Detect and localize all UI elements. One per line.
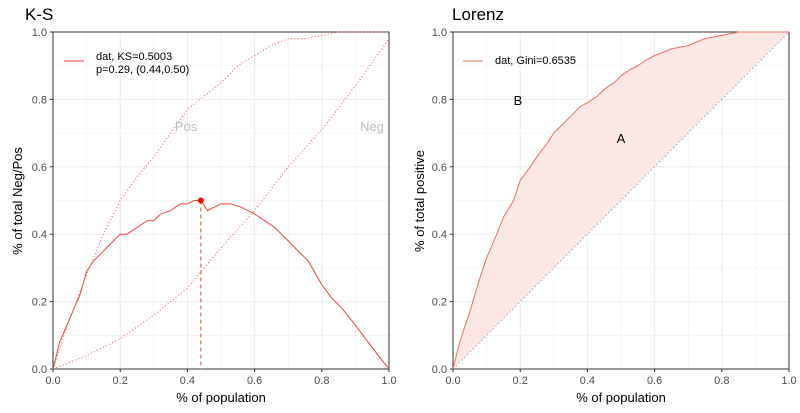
- lorenz-legend-line1: dat, Gini=0.6535: [495, 55, 576, 67]
- lorenz-y-tick-label: 0.8: [432, 94, 447, 106]
- ks-pos-annotation: Pos: [175, 119, 198, 134]
- lorenz-panel-border: [452, 31, 790, 370]
- lorenz-curve-line: [452, 31, 789, 370]
- lorenz-plot-area: [452, 31, 790, 370]
- lorenz-diagonal-line: [452, 31, 790, 370]
- ks-x-tick-label: 0.2: [113, 375, 128, 387]
- lorenz-y-axis-label: % of total positive: [412, 150, 427, 252]
- lorenz-y-tick-label: 0.2: [432, 297, 447, 309]
- ks-x-tick-label: 0.0: [45, 375, 60, 387]
- ks-y-axis-label: % of total Neg/Pos: [10, 147, 25, 255]
- ks-y-tick-label: 0.8: [32, 94, 47, 106]
- lorenz-y-tick-label: 1.0: [432, 27, 447, 39]
- ks-x-tick-label: 1.0: [381, 375, 396, 387]
- lorenz-x-axis-label: % of population: [576, 390, 666, 405]
- ks-plot-area: [52, 31, 390, 370]
- ks-title: K-S: [25, 5, 53, 24]
- lorenz-x-tick-label: 1.0: [781, 375, 796, 387]
- lorenz-y-tick-label: 0.6: [432, 162, 447, 174]
- ks-y-tick-label: 0.6: [32, 162, 47, 174]
- ks-legend-line2: p=0.29, (0.44,0.50): [96, 64, 189, 76]
- lorenz-x-tick-label: 0.2: [513, 375, 528, 387]
- ks-ticks: 0.0 0.2 0.4 0.6 0.8 1.0 0.0 0.2 0.4 0.6 0.8 1.0: [32, 27, 397, 387]
- ks-legend-line1: dat, KS=0.5003: [96, 51, 172, 63]
- lorenz-ticks: 0.0 0.2 0.4 0.6 0.8 1.0 0.0 0.2 0.4 0.6 0.8 1.0: [432, 27, 797, 387]
- lorenz-x-tick-label: 0.0: [445, 375, 460, 387]
- ks-x-tick-label: 0.4: [180, 375, 195, 387]
- ks-grid: [52, 31, 390, 370]
- lorenz-b-annotation: B: [514, 93, 523, 108]
- ks-y-tick-label: 0.2: [32, 297, 47, 309]
- ks-x-axis-label: % of population: [176, 390, 266, 405]
- ks-panel-border: [52, 31, 390, 370]
- ks-series-neg-line: [52, 38, 390, 370]
- lorenz-x-tick-label: 0.4: [580, 375, 595, 387]
- lorenz-title: Lorenz: [452, 5, 504, 24]
- lorenz-a-annotation: A: [617, 131, 626, 146]
- lorenz-panel: Lorenz 0.0 0.2 0.4 0.6 0.8 1.0 0.0 0.2 0.4 0.6 0.8…: [412, 5, 797, 405]
- ks-y-tick-label: 1.0: [32, 27, 47, 39]
- ks-y-tick-label: 0.4: [32, 229, 47, 241]
- lorenz-x-tick-label: 0.8: [714, 375, 729, 387]
- ks-series-pos-line: [52, 31, 389, 370]
- ks-legend: dat, KS=0.5003 p=0.29, (0.44,0.50): [64, 51, 189, 76]
- ks-x-tick-label: 0.6: [247, 375, 262, 387]
- lorenz-y-tick-label: 0.0: [432, 364, 447, 376]
- ks-panel: K-S 0.0 0.2 0.4 0.6 0.8 1.0 0.0 0.2 0.4 0.6 0.8 1.0…: [10, 5, 397, 405]
- lorenz-x-tick-label: 0.6: [647, 375, 662, 387]
- ks-x-tick-label: 0.8: [314, 375, 329, 387]
- ks-max-point: [197, 197, 204, 204]
- lorenz-y-tick-label: 0.4: [432, 229, 447, 241]
- ks-neg-annotation: Neg: [360, 119, 384, 134]
- lorenz-legend: dat, Gini=0.6535: [463, 55, 576, 67]
- ks-y-tick-label: 0.0: [32, 364, 47, 376]
